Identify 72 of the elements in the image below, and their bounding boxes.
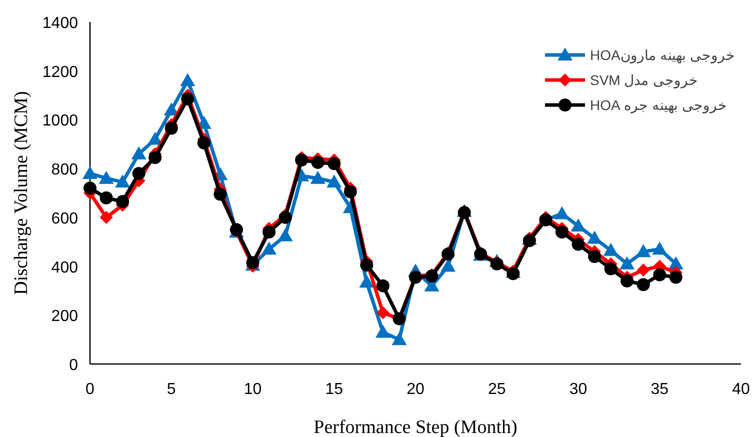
point <box>588 250 602 264</box>
y-tick-label: 800 <box>51 162 78 179</box>
point <box>587 230 602 244</box>
point <box>84 182 96 195</box>
point <box>82 166 98 179</box>
y-tick-label: 400 <box>51 259 78 276</box>
y-tick-label: 200 <box>51 308 78 326</box>
point <box>636 263 650 276</box>
legend-label: خروجی بهینه مارونHOA <box>590 47 736 64</box>
point <box>148 151 162 164</box>
point <box>295 154 308 167</box>
point <box>131 146 146 160</box>
point <box>620 274 634 288</box>
point <box>132 166 146 180</box>
x-tick-label: 0 <box>86 381 95 398</box>
legend-label: خروجی مدل SVM <box>590 72 698 89</box>
point <box>164 122 178 135</box>
y-tick-label: 1200 <box>42 64 78 81</box>
point <box>214 188 227 201</box>
point <box>262 226 276 239</box>
point <box>180 73 196 86</box>
point <box>278 228 293 242</box>
point <box>311 156 324 169</box>
y-tick-label: 600 <box>51 210 78 228</box>
point <box>326 174 342 188</box>
point <box>572 238 585 251</box>
point <box>376 306 390 320</box>
y-tick-label: 1000 <box>42 112 78 130</box>
point <box>555 226 568 239</box>
point <box>359 274 374 288</box>
point <box>100 210 113 224</box>
x-tick-label: 20 <box>406 381 424 398</box>
point <box>115 174 130 188</box>
point <box>653 268 666 282</box>
x-tick-label: 30 <box>569 381 588 398</box>
point <box>392 332 407 346</box>
legend-label: خروجی بهینه جره HOA <box>590 97 728 114</box>
point <box>328 157 341 170</box>
x-tick-label: 15 <box>325 381 344 398</box>
point <box>360 258 374 272</box>
point <box>344 185 357 198</box>
point <box>636 278 650 292</box>
x-tick-label: 10 <box>244 381 262 398</box>
x-tick-label: 5 <box>166 381 176 398</box>
point <box>669 270 682 284</box>
point <box>375 324 390 338</box>
point <box>164 102 179 116</box>
y-tick-label: 1400 <box>42 15 78 32</box>
point <box>310 170 326 184</box>
point <box>262 242 277 255</box>
y-tick-label: 0 <box>69 357 78 374</box>
point <box>506 267 520 280</box>
point <box>116 195 130 208</box>
point <box>620 256 635 270</box>
point <box>100 191 113 204</box>
x-tick-label: 25 <box>488 381 506 398</box>
point <box>440 258 456 272</box>
point <box>636 244 651 258</box>
point <box>376 279 390 292</box>
x-axis-title: Performance Step (Month) <box>314 417 518 437</box>
y-axis-title: Discharge Volume (MCM) <box>11 91 32 295</box>
point <box>181 92 194 106</box>
point <box>652 242 668 255</box>
x-tick-label: 40 <box>732 381 750 398</box>
point <box>570 218 586 232</box>
point <box>604 262 618 276</box>
point <box>603 242 618 256</box>
point <box>554 206 570 220</box>
point <box>98 170 114 184</box>
point <box>197 136 210 150</box>
x-tick-label: 35 <box>650 381 669 398</box>
point <box>278 210 292 224</box>
